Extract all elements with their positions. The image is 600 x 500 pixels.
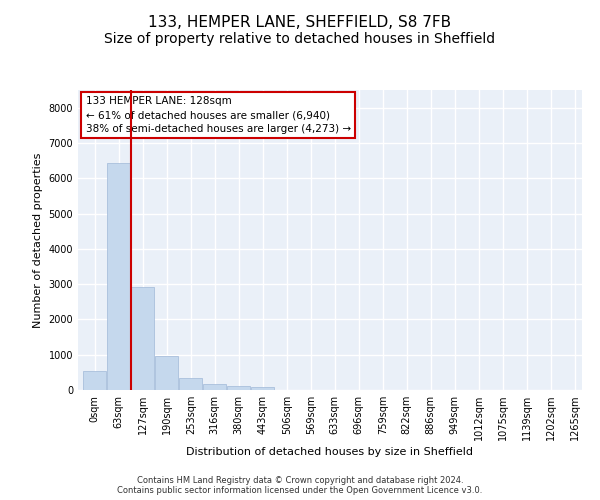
Bar [203,384,226,390]
Bar [107,162,130,390]
Text: Size of property relative to detached houses in Sheffield: Size of property relative to detached ho… [104,32,496,46]
Bar [155,356,178,390]
Text: Contains HM Land Registry data © Crown copyright and database right 2024.
Contai: Contains HM Land Registry data © Crown c… [118,476,482,495]
Bar [227,386,250,390]
Y-axis label: Number of detached properties: Number of detached properties [33,152,43,328]
X-axis label: Distribution of detached houses by size in Sheffield: Distribution of detached houses by size … [187,448,473,458]
Text: 133, HEMPER LANE, SHEFFIELD, S8 7FB: 133, HEMPER LANE, SHEFFIELD, S8 7FB [148,15,452,30]
Text: 133 HEMPER LANE: 128sqm
← 61% of detached houses are smaller (6,940)
38% of semi: 133 HEMPER LANE: 128sqm ← 61% of detache… [86,96,350,134]
Bar [251,387,274,390]
Bar [131,287,154,390]
Bar [83,370,106,390]
Bar [179,378,202,390]
